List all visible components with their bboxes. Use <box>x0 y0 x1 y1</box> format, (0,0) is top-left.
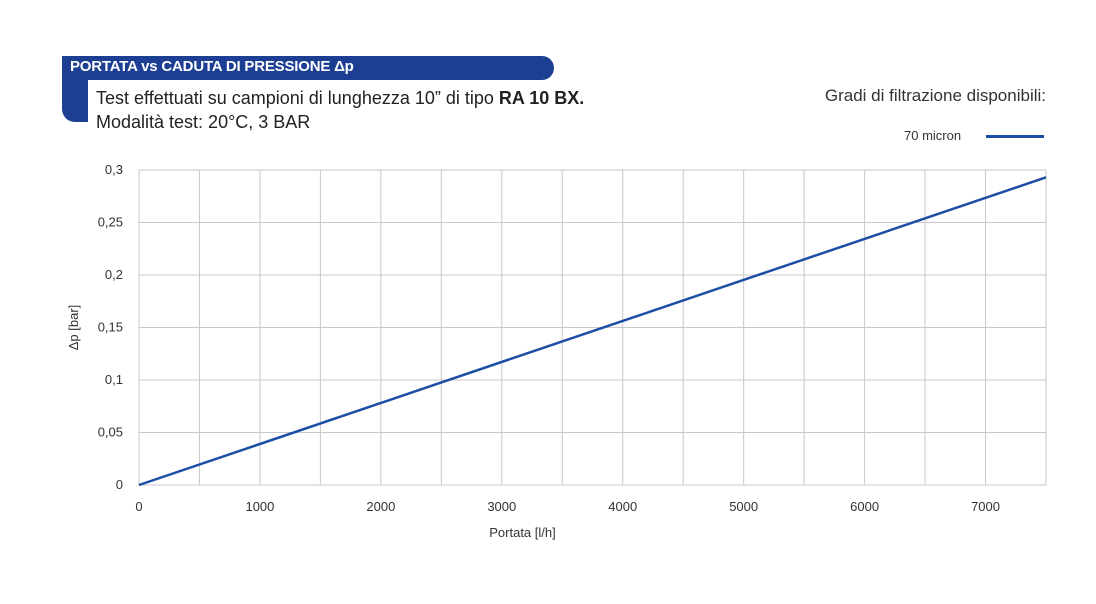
x-tick-label: 2000 <box>366 499 395 514</box>
chart-subtitle: Test effettuati su campioni di lunghezza… <box>96 88 584 109</box>
series-line-70-micron <box>138 176 1047 487</box>
x-tick-label: 6000 <box>850 499 879 514</box>
y-tick-label: 0,2 <box>105 267 123 282</box>
chart-test-conditions: Modalità test: 20°C, 3 BAR <box>96 112 311 132</box>
x-tick-label: 5000 <box>729 499 758 514</box>
y-axis-label: Δp [bar] <box>66 305 81 351</box>
y-tick-label: 0,25 <box>98 215 123 230</box>
x-tick-label: 3000 <box>487 499 516 514</box>
y-tick-label: 0,1 <box>105 372 123 387</box>
subtitle-model: RA 10 BX. <box>498 88 585 108</box>
x-tick-label: 7000 <box>971 499 1000 514</box>
x-tick-label: 0 <box>135 499 142 514</box>
x-tick-label: 4000 <box>608 499 637 514</box>
y-tick-label: 0 <box>116 477 123 492</box>
subtitle-text: Test effettuati su campioni di lunghezza… <box>96 88 499 108</box>
x-tick-label: 1000 <box>245 499 274 514</box>
title-banner <box>62 56 554 80</box>
x-axis-label: Portata [l/h] <box>489 525 555 540</box>
chart-title: PORTATA vs CADUTA DI PRESSIONE Δp <box>70 58 354 75</box>
legend-title: Gradi di filtrazione disponibili: <box>824 86 1046 105</box>
legend-entry-label: 70 micron <box>904 128 962 143</box>
y-tick-label: 0,05 <box>98 425 123 440</box>
y-tick-label: 0,3 <box>105 162 123 177</box>
y-tick-label: 0,15 <box>98 320 123 335</box>
legend-entry-line <box>986 135 1044 138</box>
